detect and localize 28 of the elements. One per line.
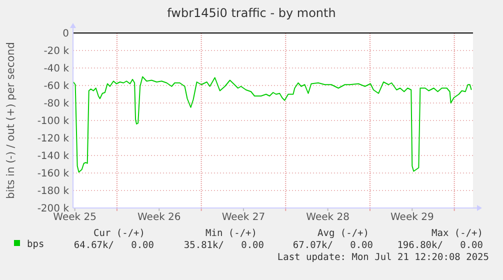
x-tick-label: Week 29: [390, 212, 434, 223]
y-tick-label: -100 k: [37, 116, 70, 127]
y-tick-label: -120 k: [37, 134, 70, 144]
x-tick-label: Week 25: [53, 212, 96, 223]
chart-title: fwbr145i0 traffic - by month: [167, 6, 336, 20]
x-tick-label: Week 28: [306, 212, 350, 223]
text: Last update: Mon Jul 21 12:20:08 2025: [277, 252, 489, 263]
text: 196.80k/ 0.00: [397, 240, 484, 251]
text: Min (-/+): [206, 228, 257, 239]
line-series: [72, 76, 472, 173]
x-tick-label: Week 26: [137, 212, 181, 223]
y-tick-label: 0: [62, 28, 69, 40]
text: 67.07k/ 0.00: [292, 240, 374, 251]
text: Max (-/+): [432, 228, 483, 239]
legend-label: bps: [27, 239, 44, 250]
y-tick-label: -60 k: [44, 81, 70, 92]
y-tick-label: -160 k: [37, 168, 70, 180]
y-axis-title: bits in (-) / out (+) per second: [5, 42, 17, 199]
text: Avg (-/+): [318, 228, 369, 239]
y-tick-label: -20 k: [44, 46, 70, 57]
text: 64.67k/ 0.00: [74, 240, 154, 251]
text: 35.81k/ 0.00: [184, 240, 264, 251]
text: Cur (-/+): [94, 228, 145, 239]
y-tick-label: -80 k: [44, 98, 70, 110]
y-tick-label: -140 k: [37, 151, 70, 162]
x-tick-label: Week 27: [222, 212, 266, 223]
y-tick-label: -40 k: [44, 64, 70, 74]
y-tick-label: -180 k: [37, 186, 70, 197]
